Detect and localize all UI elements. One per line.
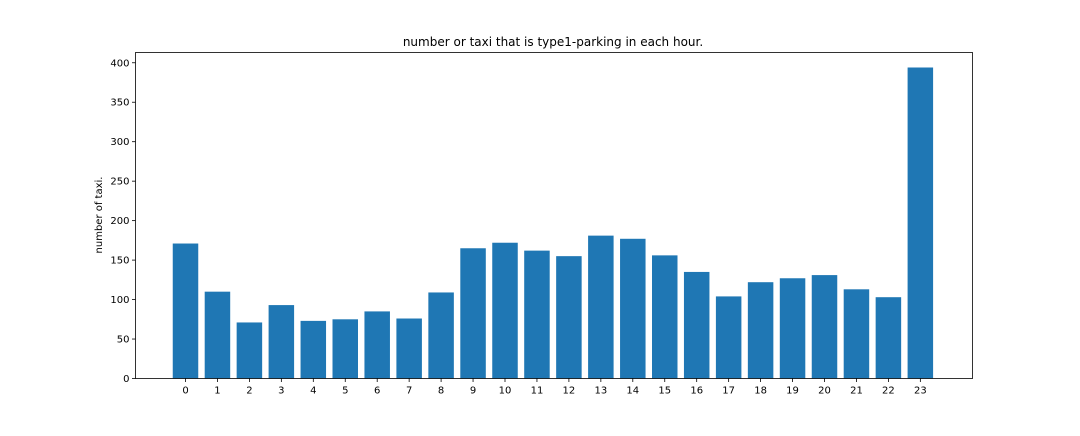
x-tick-label: 6: [374, 386, 380, 397]
x-tick-label: 14: [626, 386, 639, 397]
bar-hour-9: [460, 248, 486, 379]
y-tick-label: 0: [123, 374, 129, 385]
bar-hour-4: [300, 320, 327, 379]
x-tick-label: 0: [182, 386, 188, 397]
x-tick-label: 16: [690, 386, 703, 397]
x-tick-label: 21: [850, 386, 863, 397]
bar-hour-22: [875, 297, 902, 379]
x-tick-label: 1: [214, 386, 220, 397]
bar-hour-8: [428, 292, 454, 379]
x-tick-label: 8: [438, 386, 444, 397]
x-tick-label: 7: [406, 386, 412, 397]
bar-hour-13: [588, 235, 614, 379]
x-tick-label: 22: [882, 386, 895, 397]
bar-hour-12: [556, 256, 582, 379]
bar-hour-2: [236, 322, 263, 379]
bar-hour-21: [843, 289, 870, 379]
bar-hour-20: [811, 275, 838, 379]
x-tick-label: 19: [786, 386, 799, 397]
x-axis: 0 1 2 3 4 5 6 7 8 9 10 11 12 13 14 15 16 17 18 19 20 21 22 23: [182, 378, 927, 397]
y-tick-label: 300: [110, 137, 129, 148]
bar-hour-18: [747, 282, 774, 379]
bar-hour-10: [492, 242, 518, 379]
x-tick-label: 11: [531, 386, 544, 397]
bars-layer: [172, 67, 934, 379]
x-tick-label: 4: [310, 386, 316, 397]
x-tick-label: 18: [754, 386, 767, 397]
y-tick-label: 100: [110, 295, 129, 306]
x-tick-label: 12: [563, 386, 576, 397]
x-tick-label: 15: [658, 386, 671, 397]
bar-hour-14: [620, 238, 646, 379]
bar-hour-11: [524, 250, 550, 379]
bar-hour-3: [268, 305, 295, 379]
y-axis: 0 50 100 150 200 250 300 350 400: [110, 58, 136, 385]
bar-hour-15: [652, 255, 678, 379]
bar-hour-7: [396, 318, 422, 379]
x-tick-label: 20: [818, 386, 831, 397]
y-tick-label: 50: [117, 335, 130, 346]
y-tick-label: 400: [110, 58, 129, 69]
x-tick-label: 23: [914, 386, 927, 397]
bar-hour-6: [364, 311, 390, 379]
y-axis-label: number of taxi.: [94, 177, 105, 254]
chart-title: number or taxi that is type1-parking in …: [403, 35, 703, 49]
plot-frame: [135, 52, 973, 379]
bar-hour-17: [715, 296, 742, 379]
bar-hour-5: [332, 319, 358, 379]
bar-hour-0: [172, 243, 199, 379]
bar-hour-16: [683, 271, 710, 379]
y-tick-label: 250: [110, 177, 129, 188]
x-tick-label: 9: [470, 386, 476, 397]
x-tick-label: 3: [278, 386, 284, 397]
y-tick-label: 350: [110, 98, 129, 109]
x-tick-label: 10: [499, 386, 512, 397]
x-tick-label: 17: [722, 386, 735, 397]
y-tick-label: 150: [110, 256, 129, 267]
bar-hour-19: [779, 278, 806, 379]
x-tick-label: 5: [342, 386, 348, 397]
bar-hour-1: [204, 291, 231, 379]
x-tick-label: 2: [246, 386, 252, 397]
bar-hour-23: [907, 67, 934, 379]
x-tick-label: 13: [594, 386, 607, 397]
y-tick-label: 200: [110, 216, 129, 227]
